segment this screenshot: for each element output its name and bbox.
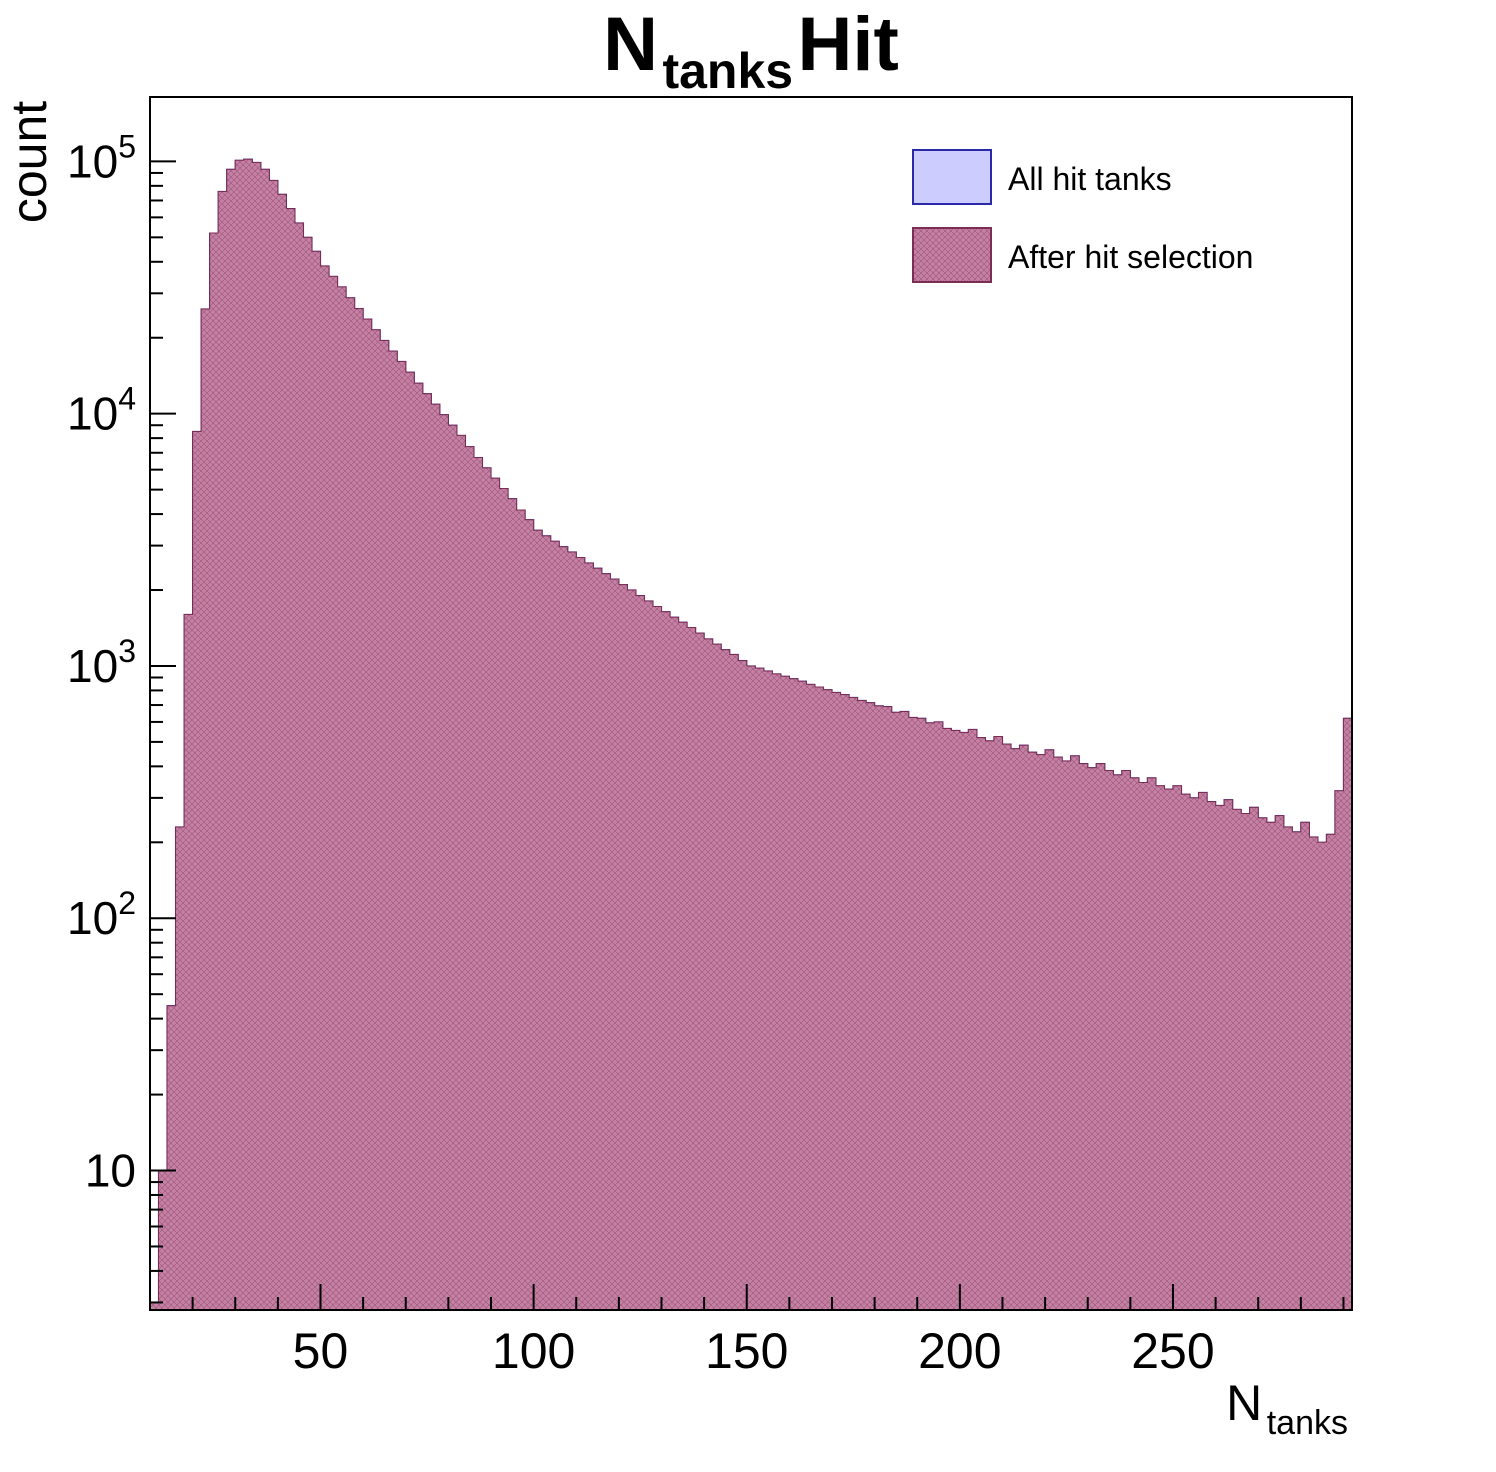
legend: All hit tanks After hit selection (912, 149, 1253, 283)
y-tick-label: 105 (67, 128, 136, 187)
y-axis-ticks (150, 160, 176, 1304)
x-tick-label: 200 (918, 1323, 1001, 1379)
y-tick-label: 104 (67, 381, 136, 440)
title-main: N (603, 2, 658, 87)
legend-swatch-after-hit-selection (912, 227, 992, 283)
legend-label-after-hit-selection: After hit selection (1008, 239, 1253, 275)
x-tick-label: 100 (492, 1323, 575, 1379)
legend-label-all-hit-tanks: All hit tanks (1008, 161, 1172, 197)
x-tick-label: 50 (293, 1323, 349, 1379)
x-axis-title-subscript: tanks (1267, 1404, 1348, 1442)
title-suffix: Hit (798, 2, 899, 87)
x-tick-label: 250 (1131, 1323, 1214, 1379)
plot-frame (149, 96, 1353, 1311)
chart-title: N tanks Hit (603, 2, 899, 99)
series-after-hit-selection (149, 158, 1353, 1311)
y-axis-tick-labels: 10 102 103 104 105 (67, 128, 136, 1196)
x-axis-ticks (149, 1284, 1345, 1310)
y-axis-title: count (1, 101, 57, 223)
x-axis-tick-labels: 50 100 150 200 250 (293, 1323, 1215, 1379)
y-tick-label: 102 (67, 885, 136, 944)
y-tick-label: 10 (85, 1145, 136, 1197)
y-tick-label: 103 (67, 633, 136, 692)
plot-area: 10 102 103 104 105 50 100 150 200 250 (67, 96, 1353, 1379)
title-subscript: tanks (662, 43, 793, 99)
legend-swatch-all-hit-tanks (912, 149, 992, 205)
x-axis-title: N tanks (1226, 1375, 1348, 1442)
x-tick-label: 150 (705, 1323, 788, 1379)
x-axis-title-main: N (1226, 1375, 1262, 1431)
